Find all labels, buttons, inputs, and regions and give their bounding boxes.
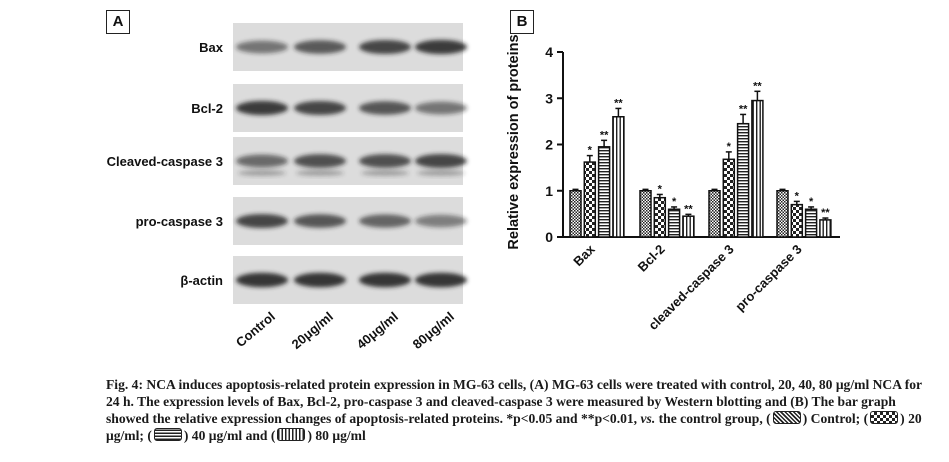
legend-swatch-80 bbox=[277, 428, 306, 441]
significance-mark: ** bbox=[614, 97, 623, 109]
blot-band bbox=[359, 154, 411, 168]
legend-control: Control; bbox=[810, 411, 861, 426]
panel-a-label: A bbox=[106, 10, 130, 34]
x-tick-label: Bcl-2 bbox=[635, 242, 668, 275]
blot-band bbox=[294, 40, 346, 54]
legend-80: 80 μg/ml bbox=[315, 428, 366, 443]
blot-row: Cleaved-caspase 3 bbox=[107, 137, 467, 185]
bar bbox=[776, 190, 789, 238]
bar bbox=[583, 161, 597, 238]
blot-band bbox=[236, 40, 288, 54]
y-tick-label: 3 bbox=[545, 90, 553, 106]
bar bbox=[667, 208, 681, 238]
blot-band bbox=[294, 214, 346, 228]
bar bbox=[597, 146, 611, 238]
blot-band bbox=[415, 272, 467, 288]
blot-row-label: Cleaved-caspase 3 bbox=[107, 154, 223, 169]
blot-band bbox=[294, 154, 346, 168]
legend-swatch-control bbox=[772, 411, 801, 424]
blot-band-lower bbox=[296, 170, 344, 176]
bar bbox=[736, 122, 750, 238]
blot-band bbox=[415, 214, 467, 228]
western-blot-panel: Bax Bcl-2 Cleaved-caspase 3 pro-caspase 3 β-… bbox=[107, 23, 467, 352]
x-tick-label: pro-caspase 3 bbox=[732, 242, 804, 314]
blot-band bbox=[415, 39, 467, 55]
panel-b-label: B bbox=[510, 10, 534, 34]
blot-band bbox=[236, 272, 288, 288]
bar bbox=[653, 196, 667, 238]
significance-mark: ** bbox=[600, 129, 609, 141]
blot-row: β-actin bbox=[180, 256, 467, 304]
significance-mark: * bbox=[727, 141, 732, 153]
legend-40: 40 μg/ml and bbox=[191, 428, 268, 443]
blot-row: Bcl-2 bbox=[191, 84, 467, 132]
caption-text: Fig. 4: NCA induces apoptosis-related pr… bbox=[106, 377, 922, 426]
bar bbox=[751, 99, 764, 238]
bar bbox=[612, 116, 625, 238]
blot-row: pro-caspase 3 bbox=[136, 197, 467, 245]
significance-mark: * bbox=[672, 196, 677, 208]
legend-swatch-20 bbox=[870, 411, 899, 424]
caption-text-2: the control group, bbox=[658, 411, 763, 426]
y-tick-label: 1 bbox=[545, 183, 553, 199]
blot-band bbox=[415, 101, 467, 115]
lane-label: 80μg/ml bbox=[410, 309, 457, 352]
significance-mark: * bbox=[809, 196, 814, 208]
legend-20: 20 μg/ml; bbox=[106, 411, 922, 443]
blot-band bbox=[236, 154, 288, 168]
bar bbox=[639, 190, 652, 238]
y-tick-label: 0 bbox=[545, 229, 553, 245]
blot-band bbox=[236, 100, 288, 116]
blot-band bbox=[359, 272, 411, 288]
blot-row-label: pro-caspase 3 bbox=[136, 214, 223, 229]
bar bbox=[569, 190, 582, 238]
blot-band-lower bbox=[361, 170, 409, 176]
blot-row-label: Bcl-2 bbox=[191, 101, 223, 116]
blot-band bbox=[415, 154, 467, 168]
blot-band-lower bbox=[238, 170, 286, 176]
blot-row-label: β-actin bbox=[180, 273, 223, 288]
blot-row: Bax bbox=[199, 23, 467, 71]
bar bbox=[708, 190, 721, 238]
blot-band bbox=[359, 214, 411, 228]
bar bbox=[819, 219, 832, 238]
significance-mark: ** bbox=[684, 203, 693, 215]
blot-band bbox=[236, 214, 288, 228]
significance-mark: * bbox=[658, 183, 663, 195]
blot-row-label: Bax bbox=[199, 40, 224, 55]
bar bbox=[682, 215, 695, 238]
lane-label: 40μg/ml bbox=[354, 309, 401, 352]
y-tick-label: 4 bbox=[545, 44, 553, 60]
y-tick-label: 2 bbox=[545, 137, 553, 153]
lane-label: Control bbox=[233, 309, 278, 350]
blot-band bbox=[294, 272, 346, 288]
bar bbox=[804, 208, 818, 238]
significance-mark: * bbox=[795, 190, 800, 202]
blot-band-lower bbox=[417, 170, 465, 176]
bar bbox=[790, 203, 804, 238]
blot-band bbox=[359, 40, 411, 54]
blot-band bbox=[294, 101, 346, 115]
legend-swatch-40 bbox=[153, 428, 182, 441]
significance-mark: ** bbox=[739, 103, 748, 115]
lane-label: 20μg/ml bbox=[289, 309, 336, 352]
figure-caption: Fig. 4: NCA induces apoptosis-related pr… bbox=[106, 377, 922, 443]
significance-mark: ** bbox=[821, 207, 830, 219]
blot-band bbox=[359, 101, 411, 115]
significance-mark: * bbox=[588, 145, 593, 157]
y-axis-label: Relative expression of proteins bbox=[506, 34, 522, 249]
caption-vs: vs. bbox=[640, 411, 656, 426]
x-tick-label: Bax bbox=[570, 241, 598, 269]
significance-mark: ** bbox=[753, 80, 762, 92]
bar bbox=[722, 158, 736, 238]
